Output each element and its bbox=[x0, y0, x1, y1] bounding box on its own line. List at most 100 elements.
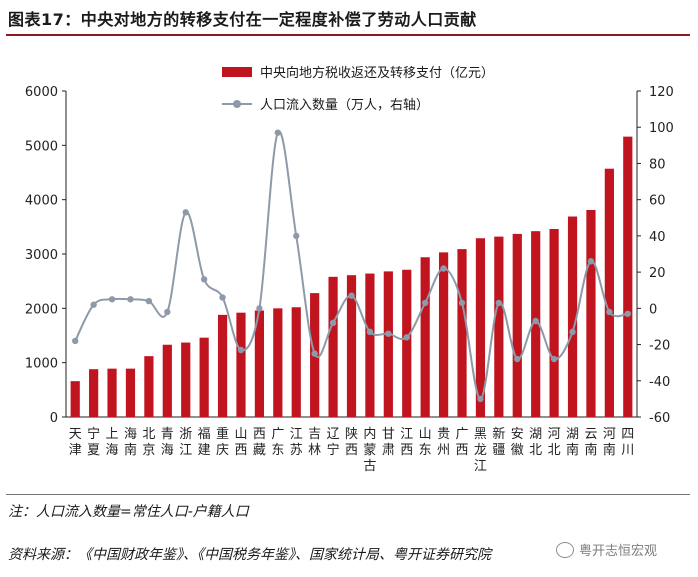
population-point bbox=[403, 334, 410, 341]
bar bbox=[512, 233, 522, 417]
category-label: 福 bbox=[198, 427, 211, 442]
category-label: 海 bbox=[106, 443, 119, 458]
population-point bbox=[127, 296, 134, 303]
population-point bbox=[256, 305, 263, 312]
category-label: 北 bbox=[529, 443, 542, 458]
category-label: 新 bbox=[492, 426, 505, 442]
category-label: 湖 bbox=[529, 427, 542, 442]
bar bbox=[475, 238, 486, 417]
bar bbox=[346, 275, 357, 417]
category-label: 津 bbox=[69, 443, 82, 458]
category-label: 甘 bbox=[382, 427, 395, 442]
y-right-tick-label: 0 bbox=[649, 302, 657, 317]
bar bbox=[457, 249, 467, 417]
category-label: 河 bbox=[603, 427, 616, 442]
category-label: 西 bbox=[400, 443, 413, 458]
category-label: 宁 bbox=[327, 442, 340, 458]
y-right-tick-label: 80 bbox=[649, 157, 666, 172]
y-left-tick-label: 3000 bbox=[25, 248, 58, 263]
category-label: 建 bbox=[198, 443, 211, 458]
population-point bbox=[108, 296, 116, 303]
category-label: 陕 bbox=[345, 427, 358, 442]
category-label: 青 bbox=[161, 427, 174, 442]
bar bbox=[420, 257, 430, 417]
category-label: 湖 bbox=[566, 427, 579, 442]
population-point bbox=[237, 346, 245, 354]
legend-line-swatch bbox=[222, 98, 252, 110]
y-left-tick-label: 5000 bbox=[25, 139, 58, 154]
population-point bbox=[200, 276, 208, 283]
category-label: 肃 bbox=[382, 443, 395, 458]
category-label: 蒙 bbox=[363, 443, 376, 458]
y-right-tick-label: -20 bbox=[649, 339, 670, 354]
population-point bbox=[311, 350, 318, 357]
category-label: 河 bbox=[548, 427, 561, 442]
population-line bbox=[74, 130, 628, 400]
y-right-tick-label: 40 bbox=[649, 230, 666, 245]
category-label: 广 bbox=[271, 427, 284, 442]
category-label: 东 bbox=[271, 443, 284, 458]
category-label: 安 bbox=[511, 427, 524, 442]
category-label: 四 bbox=[621, 427, 634, 442]
population-point bbox=[366, 328, 374, 336]
bar bbox=[494, 236, 504, 417]
category-label: 古 bbox=[363, 459, 376, 474]
bar bbox=[402, 269, 412, 417]
population-point bbox=[90, 301, 97, 308]
category-label: 北 bbox=[142, 427, 155, 442]
bar bbox=[623, 136, 633, 417]
category-label: 云 bbox=[584, 427, 597, 442]
category-label: 南 bbox=[584, 442, 597, 458]
category-label: 上 bbox=[106, 427, 119, 442]
y-left-tick-label: 0 bbox=[50, 411, 58, 426]
y-left-tick-label: 4000 bbox=[25, 194, 58, 209]
category-label: 内 bbox=[363, 426, 376, 442]
category-label: 徽 bbox=[511, 443, 524, 458]
bar bbox=[567, 216, 578, 417]
category-label: 浙 bbox=[179, 427, 192, 442]
category-label: 贵 bbox=[437, 427, 450, 442]
y-left-tick-label: 1000 bbox=[25, 357, 58, 372]
category-label: 江 bbox=[179, 443, 192, 458]
bar bbox=[291, 307, 301, 417]
category-label: 京 bbox=[142, 443, 155, 458]
category-label: 林 bbox=[308, 443, 321, 458]
bar-line-chart: 0 1000 2000 3000 4000 5000 6000 -60 -40 -20 0 20 40 6… bbox=[25, 85, 674, 474]
figure-title: 图表17：中央对地方的转移支付在一定程度补偿了劳动人口贡献 bbox=[8, 10, 477, 29]
legend-bar-swatch bbox=[222, 66, 252, 77]
category-label: 海 bbox=[161, 443, 174, 458]
category-label: 天 bbox=[69, 427, 82, 442]
population-point bbox=[624, 310, 631, 317]
footer-rule bbox=[6, 494, 690, 495]
bar bbox=[199, 337, 209, 417]
bar bbox=[383, 271, 393, 417]
category-label: 藏 bbox=[253, 443, 266, 458]
category-label: 江 bbox=[400, 427, 413, 442]
population-point bbox=[569, 328, 576, 336]
bar bbox=[586, 209, 596, 417]
source-note: 资料来源：《中国财政年鉴》、《中国税务年鉴》、国家统计局、粤开证券研究院 bbox=[8, 547, 491, 563]
category-label: 广 bbox=[456, 427, 469, 442]
category-label: 东 bbox=[419, 443, 432, 458]
category-label: 州 bbox=[437, 443, 450, 458]
population-point bbox=[164, 308, 171, 316]
population-point bbox=[348, 292, 355, 299]
population-point bbox=[329, 319, 337, 327]
bar bbox=[144, 356, 154, 417]
y-right-tick-label: -40 bbox=[649, 375, 670, 390]
category-label: 西 bbox=[253, 427, 266, 442]
population-point bbox=[587, 258, 595, 265]
category-label: 疆 bbox=[492, 443, 505, 458]
category-label: 南 bbox=[124, 442, 137, 458]
category-label: 南 bbox=[566, 442, 579, 458]
bar bbox=[273, 308, 283, 417]
bar bbox=[162, 344, 172, 417]
bar bbox=[125, 368, 136, 417]
wechat-icon bbox=[556, 541, 574, 558]
y-right-tick-label: 60 bbox=[649, 194, 666, 209]
category-label: 西 bbox=[456, 443, 469, 458]
population-point bbox=[550, 355, 558, 363]
population-point bbox=[458, 299, 466, 307]
category-label: 川 bbox=[621, 443, 634, 458]
bar bbox=[254, 310, 265, 417]
